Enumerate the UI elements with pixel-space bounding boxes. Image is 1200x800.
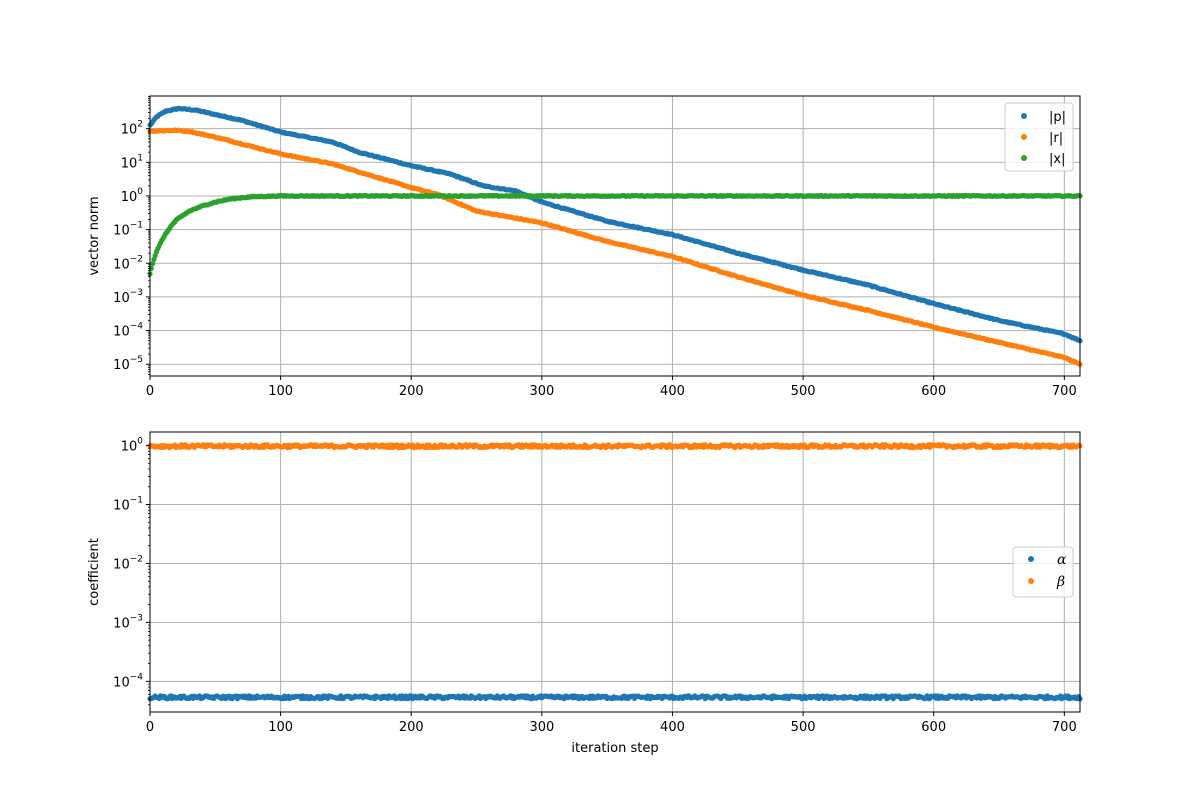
legend-label-r: |r|: [1049, 131, 1063, 146]
legend-marker-p: [1021, 113, 1027, 119]
bottom-legend-box: [1012, 546, 1074, 598]
bottom-x-ticks: 0 100 200 300 400 500 600 700: [146, 712, 1077, 735]
top-series-1: [147, 105, 1083, 344]
top-y-tick-label: 10−2: [113, 254, 143, 272]
bottom-legend: α β: [1012, 546, 1074, 598]
legend-marker-r: [1021, 134, 1027, 140]
top-grid: [150, 96, 1080, 376]
top-x-tick-label: 200: [399, 384, 424, 399]
bottom-y-tick-label: 10−2: [113, 554, 143, 572]
bottom-y-tick-label: 100: [121, 437, 144, 455]
top-x-tick-label: 0: [146, 384, 154, 399]
top-legend: |p| |r| |x|: [1004, 102, 1074, 172]
bottom-x-tick-label: 200: [399, 720, 424, 735]
bottom-x-tick-label: 400: [660, 720, 685, 735]
top-y-tick-label: 102: [121, 120, 143, 138]
top-x-tick-label: 400: [660, 384, 685, 399]
bottom-y-tick-label: 10−1: [113, 496, 143, 514]
bottom-data-points: [147, 442, 1083, 702]
legend-marker-alpha: [1028, 556, 1034, 562]
legend-label-p: |p|: [1049, 110, 1066, 125]
top-y-tick-label: 101: [121, 153, 143, 171]
top-y-tick-label: 10−3: [113, 288, 143, 306]
top-y-tick-label: 10−5: [113, 355, 143, 373]
top-y-tick-label: 10−1: [113, 221, 143, 239]
bottom-y-tick-label: 10−3: [113, 613, 143, 631]
top-x-tick-label: 100: [268, 384, 293, 399]
top-point: [152, 253, 158, 259]
legend-label-beta: β: [1056, 574, 1065, 590]
bottom-x-tick-label: 100: [268, 720, 293, 735]
top-y-tick-label: 100: [121, 187, 144, 205]
legend-marker-x: [1021, 155, 1027, 161]
top-legend-box: [1004, 102, 1074, 172]
bottom-x-tick-label: 500: [791, 720, 816, 735]
top-series-3: [147, 192, 1083, 277]
bottom-x-tick-label: 300: [529, 720, 554, 735]
bottom-y-ticks: 10−4 10−3 10−2 10−1 100: [113, 437, 150, 706]
bottom-x-tick-label: 0: [146, 720, 154, 735]
top-data-points: [147, 105, 1083, 368]
legend-marker-beta: [1028, 578, 1034, 584]
top-y-ticks: 10−5 10−4 10−3 10−2 10−1 100 101 102: [113, 96, 150, 375]
bottom-y-axis-label: coefficient: [87, 538, 102, 606]
top-axes: 0 100 200 300 400 500 600 700 10−510−410−310−21…: [87, 95, 1083, 399]
top-y-tick-label: 10−4: [113, 322, 143, 340]
bottom-series-1: [147, 693, 1083, 702]
bottom-x-axis-label: iteration step: [571, 741, 658, 756]
top-axes-frame: [149, 95, 1081, 377]
bottom-y-tick-label: 10−4: [113, 672, 143, 690]
top-x-tick-label: 300: [529, 384, 554, 399]
bottom-x-tick-label: 600: [921, 720, 946, 735]
top-x-tick-label: 700: [1052, 384, 1077, 399]
top-point: [150, 261, 156, 267]
bottom-axes-frame: [149, 431, 1081, 713]
legend-label-alpha: α: [1057, 552, 1067, 568]
top-x-tick-label: 500: [791, 384, 816, 399]
bottom-series-2: [147, 442, 1083, 451]
top-y-axis-label: vector norm: [87, 196, 102, 275]
top-x-ticks: 0 100 200 300 400 500 600 700: [146, 376, 1077, 399]
bottom-x-tick-label: 700: [1052, 720, 1077, 735]
bottom-axes: 0 100 200 300 400 500 600 700 10−410−310−210−11…: [87, 431, 1083, 756]
top-x-tick-label: 600: [921, 384, 946, 399]
legend-label-x: |x|: [1049, 152, 1065, 167]
